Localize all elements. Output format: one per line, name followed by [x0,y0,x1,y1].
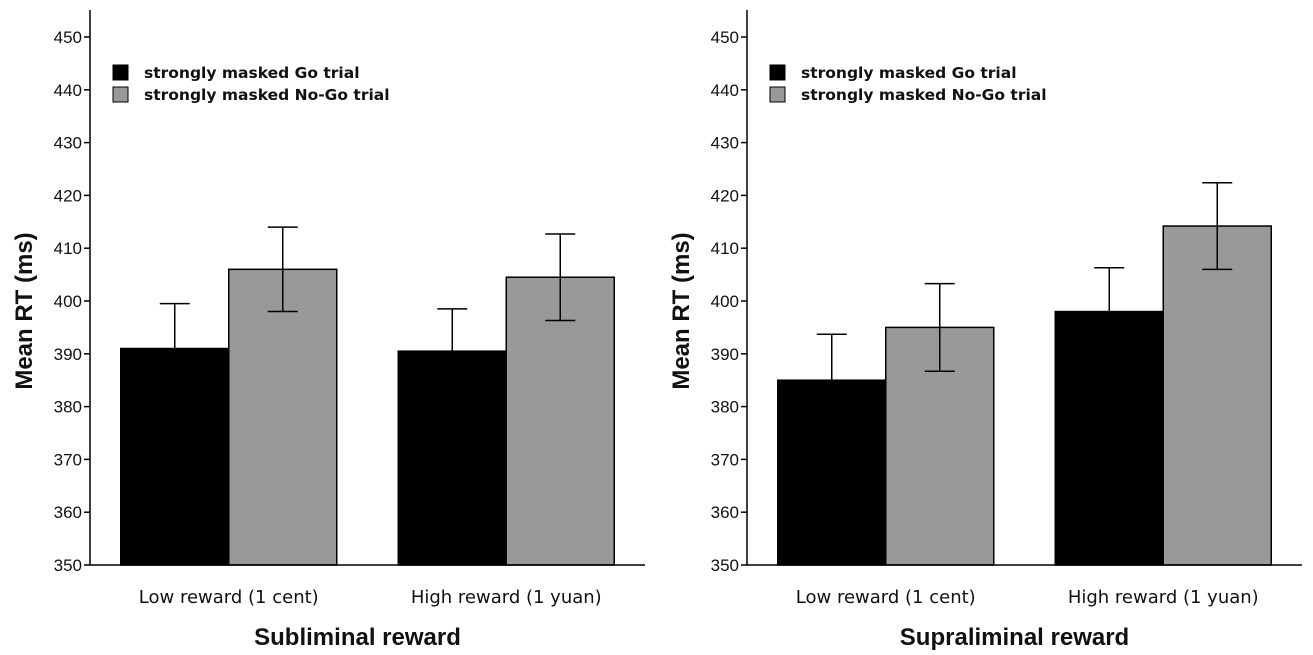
y-tick-label: 450 [711,28,739,47]
y-tick-label: 370 [711,450,739,469]
y-tick-label: 430 [711,134,739,153]
y-tick-label: 390 [54,345,82,364]
x-axis-title: Subliminal reward [254,624,461,651]
legend-label: strongly masked Go trial [144,64,360,82]
y-tick-label: 410 [54,239,82,258]
legend-label: strongly masked Go trial [801,64,1017,82]
x-axis-title: Supraliminal reward [900,624,1129,651]
y-tick-label: 440 [54,81,82,100]
y-tick-label: 440 [711,81,739,100]
bar-chart-supraliminal: Low reward (1 cent) High reward (1 yuan) 3… [668,10,1302,651]
y-axis-title: Mean RT (ms) [668,232,695,389]
x-tick-label: High reward (1 yuan) [1068,587,1259,608]
legend-swatch [769,64,786,81]
y-tick-label: 380 [711,398,739,417]
legend-label: strongly masked No-Go trial [801,86,1047,104]
chart-panel-subliminal: Low reward (1 cent) High reward (1 yuan) 3… [0,0,656,655]
y-tick-label: 400 [711,292,739,311]
y-tick-label: 390 [711,345,739,364]
legend-label: strongly masked No-Go trial [144,86,390,104]
legend-swatch [769,86,786,103]
y-tick-label: 410 [711,239,739,258]
bar [1162,225,1272,566]
x-tick-label: Low reward (1 cent) [796,587,976,608]
y-tick-label: 350 [54,556,82,575]
legend-swatch [112,86,129,103]
y-axis-title: Mean RT (ms) [11,232,38,389]
x-tick-label: Low reward (1 cent) [139,587,319,608]
bar-chart-subliminal: Low reward (1 cent) High reward (1 yuan) 3… [11,10,645,651]
x-tick-label: High reward (1 yuan) [411,587,602,608]
y-tick-label: 420 [54,186,82,205]
y-tick-label: 350 [711,556,739,575]
y-tick-label: 360 [54,503,82,522]
y-tick-label: 420 [711,186,739,205]
y-tick-label: 430 [54,134,82,153]
bar [228,268,338,566]
y-tick-label: 360 [711,503,739,522]
y-tick-label: 380 [54,398,82,417]
y-tick-label: 370 [54,450,82,469]
legend-swatch [112,64,129,81]
y-tick-label: 400 [54,292,82,311]
y-tick-label: 450 [54,28,82,47]
chart-panel-supraliminal: Low reward (1 cent) High reward (1 yuan) 3… [657,0,1313,655]
